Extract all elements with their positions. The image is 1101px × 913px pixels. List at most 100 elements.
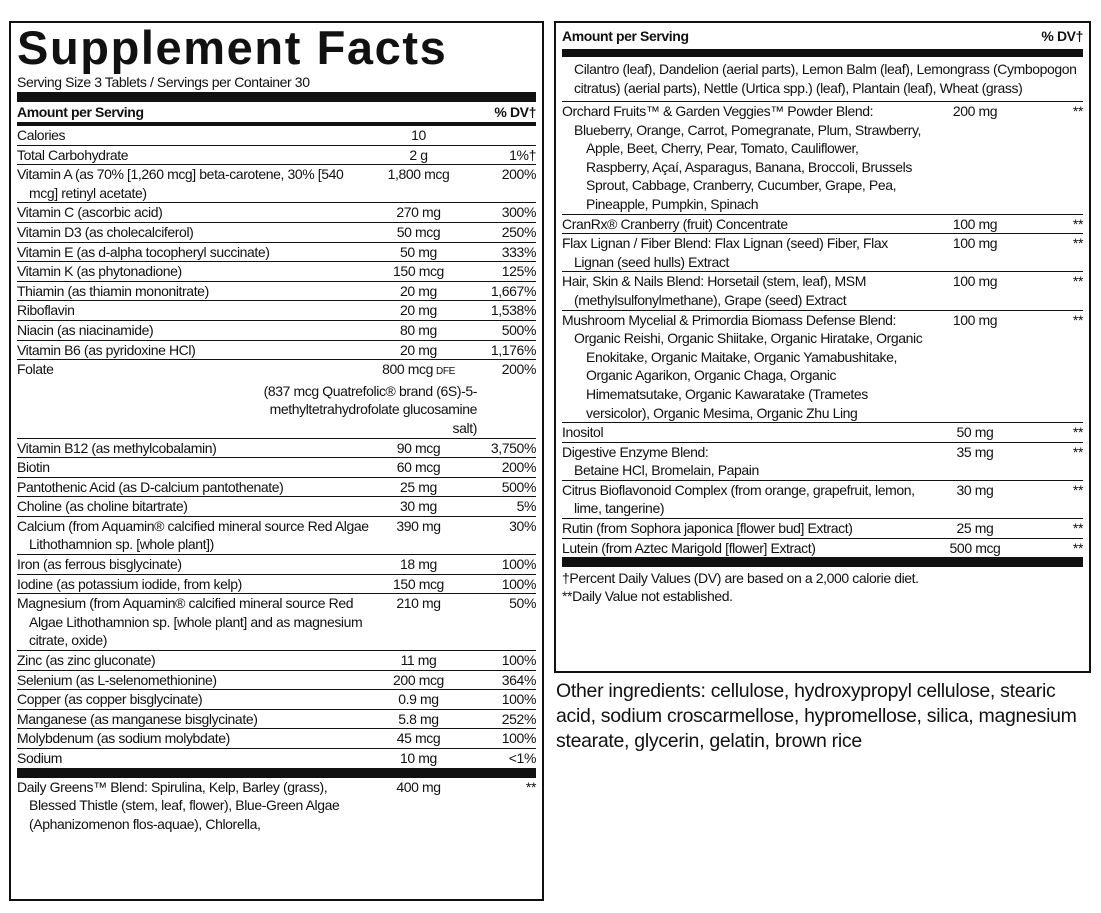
nutrient-name: Magnesium (from Aquamin® calcified miner… [17, 594, 371, 650]
name-text: Manganese (as manganese bisglycinate) [17, 710, 258, 727]
divider [17, 92, 536, 102]
dv-text: 30% [509, 517, 536, 534]
daily-value: ** [1025, 234, 1084, 271]
nutrient-name: Biotin [17, 458, 371, 477]
nutrient-name: Calcium (from Aquamin® calcified mineral… [17, 517, 371, 554]
daily-value: 100% [466, 690, 537, 709]
daily-value: 100% [466, 651, 537, 670]
amount: 150 mcg [371, 262, 466, 281]
amount: 210 mg [371, 594, 466, 650]
amount-text: 10 mg [400, 750, 437, 766]
daily-value: ** [1025, 272, 1084, 309]
continued-blend: Cilantro (leaf), Dandelion (aerial parts… [574, 61, 1077, 96]
daily-value [466, 126, 536, 145]
name-text: Zinc (as zinc gluconate) [17, 652, 156, 669]
nutrient-row: Orchard Fruits™ & Garden Veggies™ Powder… [562, 101, 1083, 214]
divider [17, 767, 536, 778]
nutrient-name: Riboflavin [17, 301, 371, 320]
name-text: Sodium [17, 750, 63, 766]
nutrient-row: Rutin (from Sophora japonica [flower bud… [562, 518, 1083, 538]
nutrient-row: Vitamin D3 (as cholecalciferol) 50 mcg 250… [17, 221, 536, 242]
dv-text: ** [1072, 103, 1084, 119]
amount: 400 mg [371, 778, 466, 834]
nutrient-name: Vitamin B6 (as pyridoxine HCl) [17, 341, 371, 360]
amount: 50 mcg [371, 223, 466, 242]
dv-text: ** [1072, 520, 1084, 537]
nutrient-row: CranRx® Cranberry (fruit) Concentrate 100… [562, 213, 1083, 234]
name-text: Choline (as choline bitartrate) [17, 498, 188, 515]
nutrient-name: Vitamin E (as d-alpha tocopheryl succina… [17, 243, 371, 262]
amount-text: 150 mcg [393, 575, 444, 592]
amount: 45 mcg [371, 729, 466, 748]
other-ingredients: Other ingredients: cellulose, hydroxypro… [556, 680, 1077, 752]
daily-value: 500% [466, 321, 537, 340]
dv-text: ** [1072, 235, 1084, 252]
nutrient-list: Calories 10 Total Carbohydrate 2 g 1%† Vitami… [17, 126, 536, 768]
amount-text: 80 mg [400, 321, 437, 338]
name-text: Vitamin D3 (as cholecalciferol) [17, 223, 194, 240]
amount-header: Amount per Serving [562, 28, 689, 44]
nutrient-row: Manganese (as manganese bisglycinate) 5.8… [17, 708, 537, 729]
amount-text: 35 mg [956, 443, 994, 460]
amount: 60 mcg [371, 458, 466, 477]
daily-value: 200% [466, 360, 537, 382]
daily-value: 1,538% [466, 301, 536, 320]
nutrient-row: Selenium (as L-selenomethionine) 200 mcg 3… [17, 669, 536, 690]
daily-value: ** [1025, 539, 1084, 558]
daily-value: 3,750% [466, 439, 536, 458]
nutrient-row: Lutein (from Aztec Marigold [flower] Ext… [562, 537, 1084, 558]
amount-text: 90 mcg [396, 439, 441, 456]
daily-value: 200% [466, 458, 537, 477]
amount-text: 25 mg [956, 520, 994, 537]
nutrient-row: Sodium 10 mg <1% [17, 748, 536, 768]
daily-value: 333% [466, 243, 537, 262]
amount: 18 mg [371, 555, 466, 574]
divider [562, 49, 1083, 57]
daily-value: 100% [466, 555, 537, 574]
amount: 50 mg [371, 243, 466, 262]
dv-text: 1%† [509, 146, 536, 163]
blend-detail: Betaine HCl, Bromelain, Papain [574, 462, 759, 479]
dv-text: ** [1072, 311, 1084, 328]
nutrient-name: Digestive Enzyme Blend: Betaine HCl, Brom… [562, 443, 925, 480]
nutrient-name: Thiamin (as thiamin mononitrate) [17, 282, 371, 301]
amount: 20 mg [371, 301, 466, 320]
nutrient-row: Folate 800 mcg DFE 200% [17, 359, 536, 382]
amount: 100 mg [925, 215, 1025, 234]
nutrient-name: Zinc (as zinc gluconate) [17, 651, 371, 670]
dv-text: 1,667% [490, 282, 536, 299]
amount: 100 mg [925, 311, 1025, 423]
amount: 390 mg [371, 517, 466, 554]
daily-value: 1,176% [466, 341, 536, 360]
name-text: Vitamin B12 (as methylcobalamin) [17, 439, 217, 456]
amount-text: 20 mg [400, 302, 437, 319]
nutrient-name: Manganese (as manganese bisglycinate) [17, 710, 371, 729]
blend-detail: Organic Reishi, Organic Shiitake, Organi… [574, 330, 923, 421]
amount-text: 18 mg [400, 556, 437, 573]
amount: 35 mg [925, 443, 1025, 480]
daily-value: ** [1025, 481, 1084, 518]
dv-text: ** [1072, 424, 1084, 441]
nutrient-row: Iodine (as potassium iodide, from kelp) 1… [17, 573, 537, 594]
daily-value: 1%† [466, 146, 536, 165]
nutrient-row: Digestive Enzyme Blend: Betaine HCl, Brom… [562, 441, 1083, 480]
dv-text: 100% [501, 730, 537, 747]
daily-value: 500% [466, 478, 537, 497]
nutrient-name: CranRx® Cranberry (fruit) Concentrate [562, 215, 925, 234]
dv-text: 200% [501, 459, 537, 476]
dv-text: 5% [516, 498, 537, 515]
nutrient-name: Lutein (from Aztec Marigold [flower] Ext… [562, 539, 925, 558]
nutrient-row: Calories 10 [17, 126, 536, 145]
amount-text: 100 mg [952, 273, 998, 290]
name-text: Total Carbohydrate [17, 146, 129, 163]
nutrient-name: Total Carbohydrate [17, 146, 371, 165]
amount: 25 mg [371, 478, 466, 497]
dv-text: 333% [501, 243, 537, 260]
dv-text: 252% [501, 710, 537, 727]
amount: 100 mg [925, 234, 1025, 271]
amount-text: 50 mcg [396, 223, 441, 240]
nutrient-row: Copper (as copper bisglycinate) 0.9 mg 100… [17, 689, 536, 709]
dv-text: 100% [501, 575, 537, 592]
daily-value: ** [1025, 311, 1084, 423]
supplement-facts-continued: Amount per Serving % DV† Cilantro (leaf)… [554, 21, 1091, 673]
